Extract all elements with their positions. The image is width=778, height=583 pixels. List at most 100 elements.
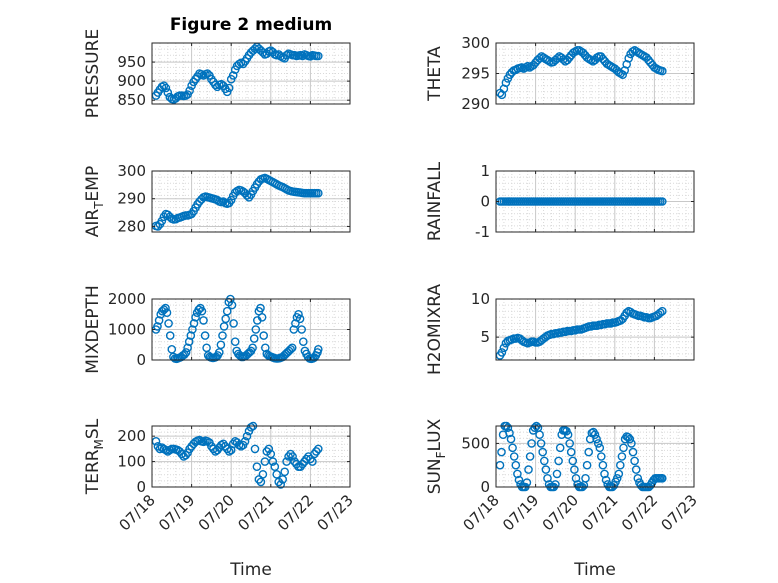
y-tick-label: 0 bbox=[136, 351, 146, 369]
data-point bbox=[280, 467, 290, 477]
data-point bbox=[658, 473, 667, 483]
y-tick-label: 500 bbox=[461, 434, 490, 452]
subplot-4: -1 0 1 RAINFALL bbox=[425, 161, 695, 241]
data-point bbox=[180, 350, 189, 359]
data-point bbox=[308, 457, 317, 466]
data-point bbox=[570, 465, 579, 474]
data-point bbox=[258, 469, 268, 479]
y-tick-label: 100 bbox=[117, 453, 146, 471]
data-point bbox=[295, 314, 305, 324]
data-point bbox=[554, 456, 563, 466]
data-point bbox=[313, 51, 323, 61]
x-tick-label: 07/22 bbox=[274, 491, 317, 534]
data-point bbox=[257, 312, 267, 322]
data-point bbox=[499, 343, 509, 353]
x-tick-label: 07/23 bbox=[314, 491, 357, 534]
y-axis-label: PRESSURE bbox=[83, 29, 103, 118]
data-point bbox=[250, 44, 260, 54]
data-point bbox=[590, 430, 600, 440]
data-point bbox=[186, 331, 196, 340]
data-point bbox=[259, 331, 269, 340]
data-point bbox=[313, 188, 323, 198]
data-point bbox=[209, 444, 218, 454]
data-point bbox=[497, 447, 506, 457]
data-point bbox=[240, 436, 250, 446]
data-point bbox=[612, 473, 622, 483]
y-tick-label: -1 bbox=[475, 223, 490, 241]
data-point bbox=[619, 443, 628, 453]
data-point bbox=[298, 337, 308, 347]
y-tick-label: 10 bbox=[471, 290, 490, 308]
data-point bbox=[222, 444, 232, 454]
y-tick-label: 290 bbox=[461, 95, 490, 113]
data-point bbox=[183, 343, 192, 353]
data-point bbox=[211, 80, 220, 90]
data-point bbox=[242, 431, 252, 441]
data-point bbox=[242, 191, 252, 200]
y-axis-label: AIRTEMP bbox=[83, 166, 106, 237]
data-point bbox=[565, 439, 575, 448]
axes-box bbox=[151, 170, 351, 233]
axes-box bbox=[495, 425, 695, 488]
data-point bbox=[624, 54, 634, 63]
y-axis-label: TERRMSL bbox=[83, 418, 106, 495]
data-point bbox=[161, 445, 171, 455]
data-point bbox=[202, 343, 211, 353]
subplot-2: 290 295 300 THETA bbox=[425, 34, 695, 113]
data-point bbox=[628, 447, 638, 457]
data-point bbox=[617, 452, 627, 461]
data-point bbox=[630, 456, 639, 466]
data-point bbox=[155, 444, 165, 454]
data-point bbox=[524, 465, 533, 474]
data-point bbox=[559, 55, 568, 64]
data-point bbox=[197, 306, 207, 316]
data-point bbox=[161, 83, 171, 93]
data-point bbox=[311, 447, 321, 456]
data-point bbox=[278, 475, 288, 484]
data-point bbox=[246, 422, 256, 432]
y-tick-label: 280 bbox=[117, 217, 146, 235]
data-point bbox=[181, 348, 191, 357]
data-point bbox=[513, 469, 522, 479]
y-axis-label: SUNFLUX bbox=[425, 418, 448, 494]
data-point bbox=[601, 475, 611, 485]
data-point bbox=[228, 71, 238, 80]
data-point bbox=[157, 216, 167, 226]
data-point bbox=[566, 447, 576, 457]
data-point bbox=[162, 308, 172, 318]
data-point bbox=[272, 469, 282, 479]
data-point bbox=[658, 66, 667, 76]
data-point bbox=[200, 331, 210, 340]
data-point bbox=[230, 337, 240, 347]
y-axis-label: MIXDEPTH bbox=[83, 285, 103, 374]
data-point bbox=[543, 473, 552, 483]
data-point bbox=[258, 48, 268, 57]
data-point bbox=[614, 469, 624, 479]
data-point bbox=[593, 439, 603, 448]
data-point bbox=[506, 434, 516, 444]
data-point bbox=[181, 450, 190, 460]
x-tick-label: 07/18 bbox=[460, 491, 503, 534]
data-point bbox=[214, 348, 224, 357]
y-axis-label: H2OMIXRA bbox=[425, 284, 445, 375]
data-point bbox=[191, 312, 200, 322]
data-point bbox=[505, 428, 514, 438]
data-point bbox=[218, 331, 227, 340]
data-point bbox=[313, 444, 323, 454]
x-tick-label: 07/19 bbox=[499, 491, 542, 534]
data-point bbox=[597, 452, 606, 461]
data-point bbox=[282, 457, 291, 466]
data-point bbox=[584, 447, 594, 457]
data-point bbox=[195, 435, 204, 445]
subplot-7: 0 100 200 TERRMSL 07/1807/1907/2007/2107/220… bbox=[83, 418, 357, 534]
subplot-3: 280 290 300 AIRTEMP bbox=[83, 162, 351, 237]
data-point bbox=[286, 344, 295, 354]
data-point bbox=[552, 469, 562, 479]
data-point bbox=[276, 480, 286, 489]
y-tick-label: 950 bbox=[117, 53, 146, 71]
data-point bbox=[581, 473, 590, 483]
data-point bbox=[514, 475, 524, 485]
data-point bbox=[509, 452, 519, 461]
